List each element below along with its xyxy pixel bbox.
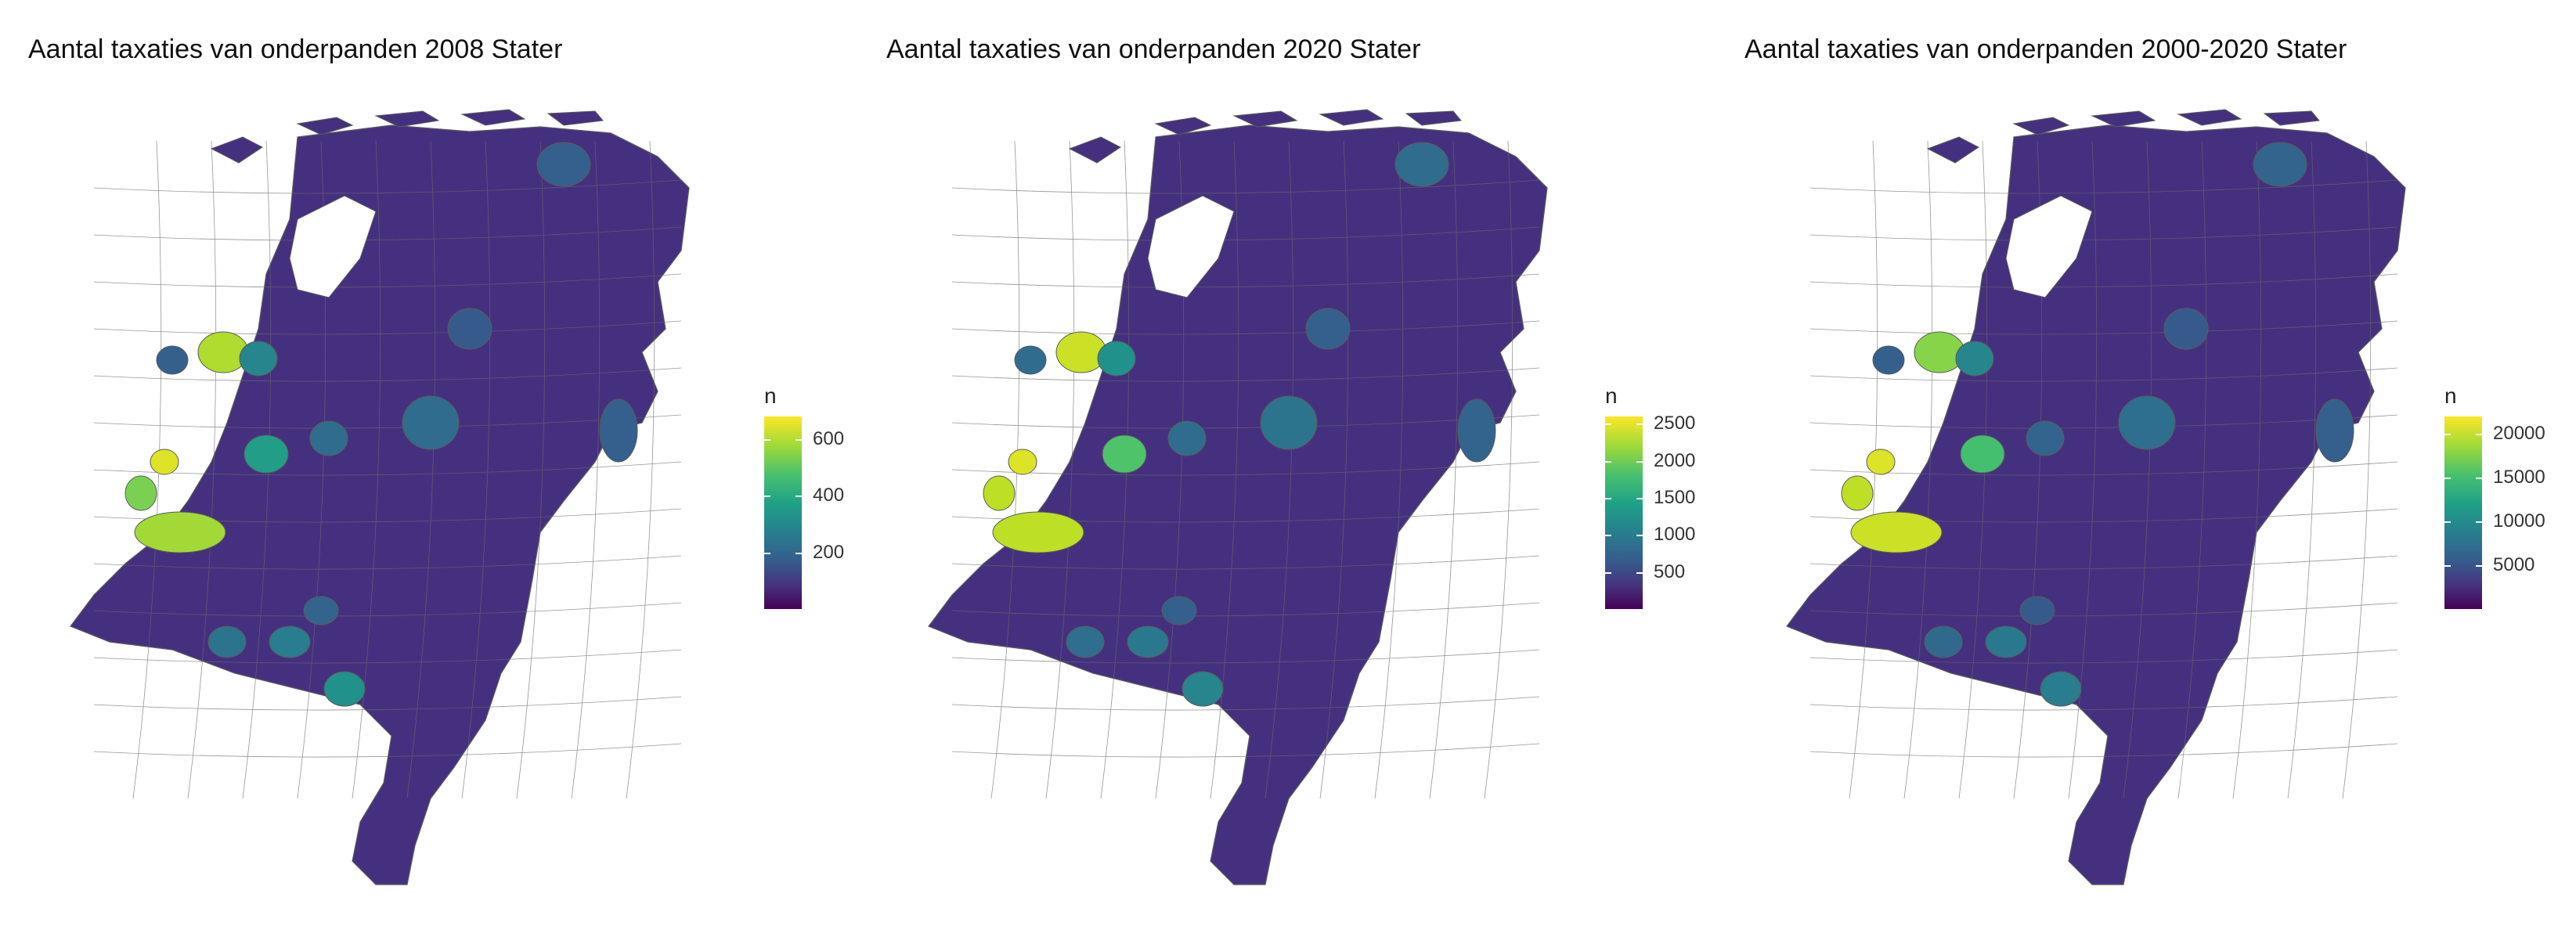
wadden-island [2091,110,2156,128]
region-enschede [599,398,638,463]
wadden-island [374,110,440,128]
legend-title: n [764,384,777,408]
wadden-island [1154,117,1212,135]
region-almere [239,341,278,377]
wadden-island [2177,109,2242,126]
legend-colorbar [2444,416,2482,609]
netherlands-choropleth-map [928,109,1548,885]
ijsselmeer [289,195,377,298]
region-den-haag [124,475,157,511]
region-eindhoven [2040,671,2082,707]
region-utrecht [1960,434,2005,474]
region-haarlem [156,345,189,375]
legend-title: n [2444,384,2457,408]
region-amersfoort [309,420,348,456]
legend-tick-label: 400 [813,485,845,506]
panel-title: Aantal taxaties van onderpanden 2020 Sta… [886,34,1421,64]
wadden-island [1319,109,1384,126]
region-breda [1066,625,1105,658]
legend-tick-label: 600 [813,427,845,449]
wadden-island [1232,110,1298,128]
municipality-borders [1809,140,2398,799]
region-apeldoorn [1260,395,1318,450]
region-enschede [2315,398,2354,463]
wadden-island [210,136,263,164]
region-tilburg [1985,625,2027,658]
region-amersfoort [1167,420,1207,456]
region-haarlem [1872,345,1905,375]
netherlands-choropleth-map [70,109,690,885]
region-den-bosch [303,596,339,625]
map-panel-2000-2020: Aantal taxaties van onderpanden 2000-202… [1716,0,2576,930]
map-panel-2020: Aantal taxaties van onderpanden 2020 Sta… [858,0,1716,930]
region-breda [207,625,247,658]
region-almere [1955,341,1994,377]
wadden-island [1068,136,1121,164]
region-rotterdam [992,511,1084,553]
wadden-island [460,109,526,126]
legend-tick-label: 1000 [1654,524,1696,546]
legend-tick-label: 200 [813,541,845,563]
region-leiden [1866,449,1896,475]
region-den-haag [1841,475,1874,511]
netherlands-choropleth-map [1786,109,2406,885]
region-tilburg [1127,625,1169,658]
wadden-island [1405,110,1462,126]
wadden-island [2263,110,2320,126]
region-groningen [2253,142,2307,187]
region-apeldoorn [402,395,460,450]
region-haarlem [1014,345,1047,375]
legend-colorbar [1605,416,1643,609]
region-zwolle [447,308,492,350]
region-groningen [1394,142,1449,187]
legend-tick-label: 2500 [1654,413,1696,434]
legend-tick-label: 2000 [1654,449,1696,471]
region-breda [1924,625,1963,658]
legend-tick-label: 1500 [1654,487,1696,509]
municipality-borders [951,140,1540,799]
legend-tick-label: 500 [1654,561,1686,582]
region-zwolle [1305,308,1351,350]
ijsselmeer [1147,195,1235,298]
legend-tick-label: 20000 [2493,423,2545,445]
region-rotterdam [1850,511,1943,553]
region-zwolle [2163,308,2209,350]
region-leiden [1008,449,1037,475]
legend-tick-label: 15000 [2493,467,2545,488]
municipality-borders [93,140,682,799]
region-utrecht [1102,434,1147,474]
wadden-island [1926,136,1979,164]
region-amersfoort [2026,420,2065,456]
legend-tick-label: 10000 [2493,510,2545,532]
region-den-bosch [2019,596,2055,625]
wadden-island [2012,117,2070,135]
legend-tick-label: 5000 [2493,554,2535,576]
panel-title: Aantal taxaties van onderpanden 2000-202… [1744,34,2347,64]
map-panel-2008: Aantal taxaties van onderpanden 2008 Sta… [0,0,858,930]
region-utrecht [244,434,289,474]
wadden-island [547,110,604,126]
region-rotterdam [134,511,226,553]
region-tilburg [269,625,311,658]
region-den-bosch [1161,596,1197,625]
region-apeldoorn [2118,395,2176,450]
region-enschede [1457,398,1496,463]
panel-title: Aantal taxaties van onderpanden 2008 Sta… [28,34,563,64]
ijsselmeer [2005,195,2093,298]
legend-title: n [1605,384,1618,408]
wadden-island [296,117,354,135]
region-den-haag [983,475,1016,511]
region-almere [1097,341,1136,377]
legend-colorbar [764,416,802,609]
region-groningen [536,142,591,187]
region-eindhoven [1182,671,1224,707]
region-leiden [150,449,179,475]
region-eindhoven [323,671,366,707]
